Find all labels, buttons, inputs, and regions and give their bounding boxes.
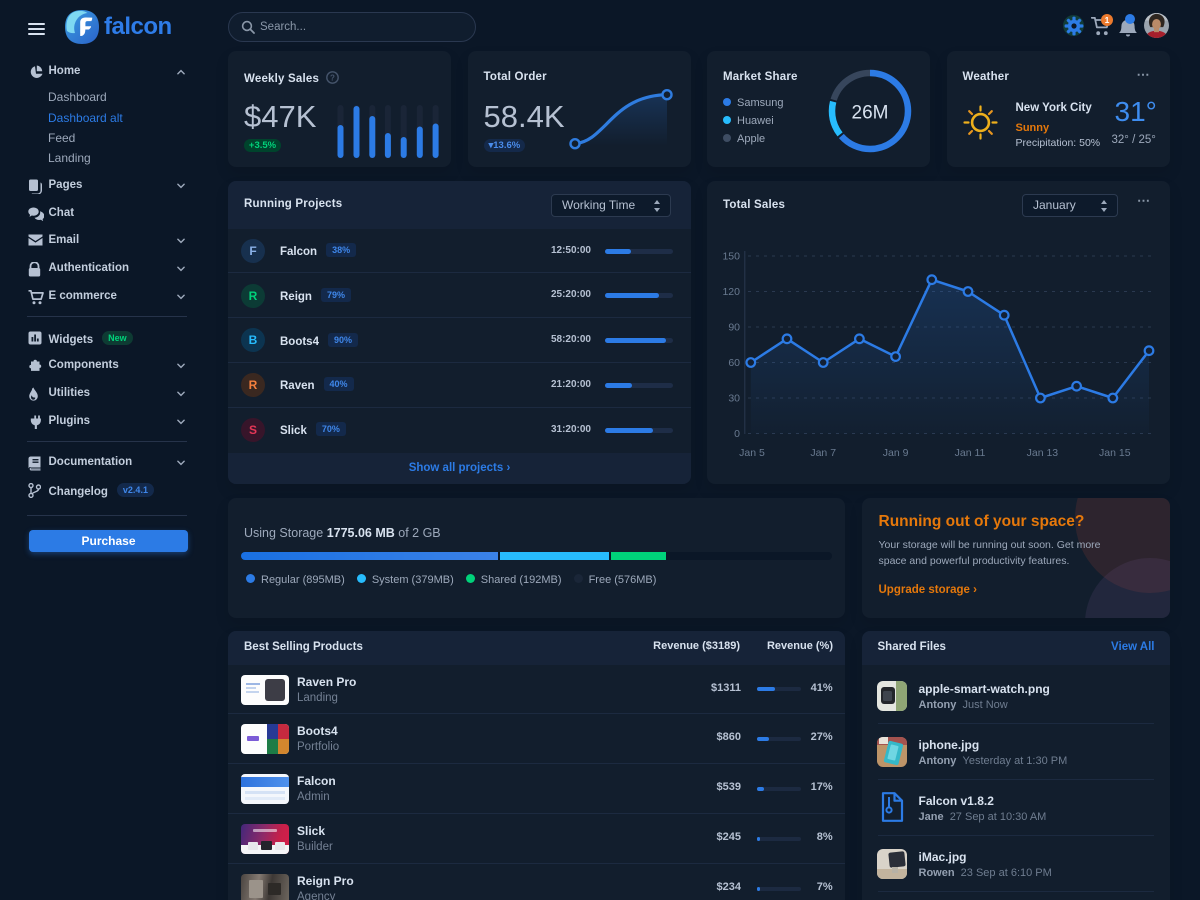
svg-text:Jan 5: Jan 5 (739, 447, 765, 459)
svg-text:150: 150 (722, 251, 740, 263)
svg-text:Jan 7: Jan 7 (810, 447, 836, 459)
svg-text:60: 60 (728, 357, 740, 369)
svg-text:Jan 15: Jan 15 (1099, 447, 1131, 459)
svg-text:30: 30 (728, 393, 740, 405)
svg-text:26M: 26M (852, 103, 889, 124)
svg-text:90: 90 (728, 322, 740, 334)
svg-text:0: 0 (734, 428, 740, 440)
svg-text:Jan 9: Jan 9 (883, 447, 909, 459)
svg-text:Jan 13: Jan 13 (1027, 447, 1059, 459)
svg-text:?: ? (330, 73, 335, 82)
svg-text:120: 120 (722, 286, 740, 298)
svg-text:Jan 11: Jan 11 (955, 447, 986, 459)
